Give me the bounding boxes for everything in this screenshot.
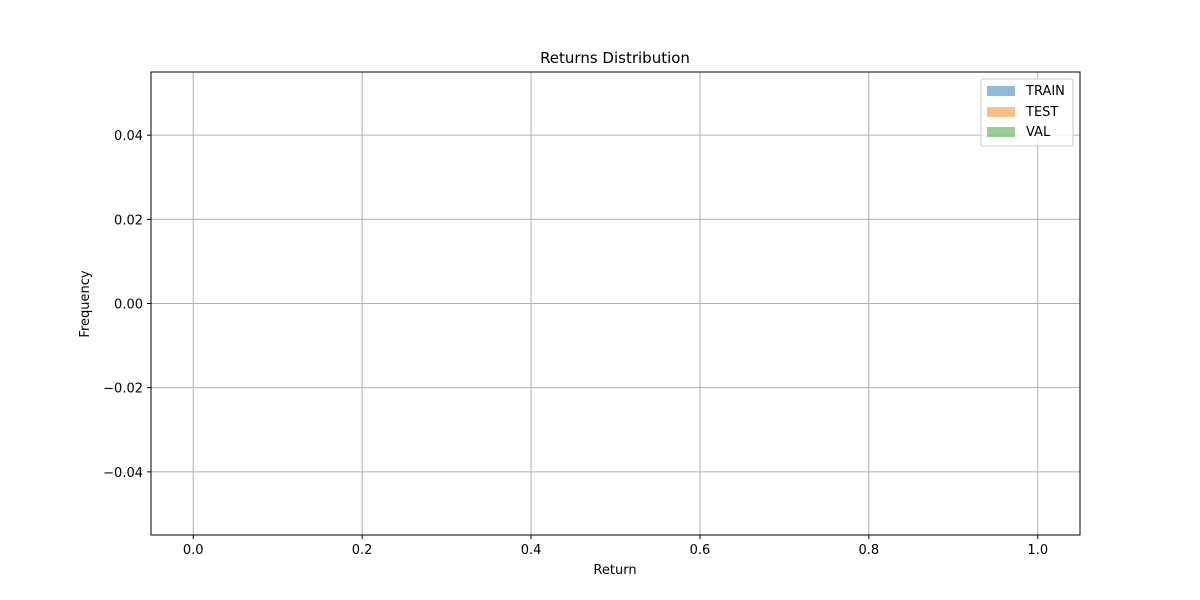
legend-swatch-val — [987, 127, 1015, 137]
chart-title: Returns Distribution — [540, 49, 690, 67]
y-tick-label: 0.00 — [114, 298, 143, 313]
y-tick-label: 0.02 — [114, 213, 143, 228]
grid-layer — [151, 72, 1080, 535]
legend: TRAIN TEST VAL — [980, 78, 1074, 147]
legend-swatch-test — [987, 107, 1015, 117]
x-tick-label: 0.6 — [690, 543, 711, 558]
x-axis-label: Return — [593, 563, 636, 578]
legend-label-val: VAL — [1026, 125, 1051, 140]
x-tick-label: 0.8 — [859, 543, 880, 558]
x-tick-label: 1.0 — [1027, 543, 1048, 558]
x-tick-label: 0.4 — [521, 543, 542, 558]
x-tick-label: 0.0 — [183, 543, 204, 558]
x-tick-label: 0.2 — [352, 543, 373, 558]
y-tick-label: −0.04 — [103, 466, 143, 481]
tick-layer: 0.0 0.2 0.4 0.6 0.8 1.0 −0.04 −0.02 0.00 0.02 0.04 — [103, 129, 1048, 558]
y-axis-label: Frequency — [78, 270, 93, 337]
legend-label-train: TRAIN — [1025, 84, 1065, 99]
y-tick-label: 0.04 — [114, 129, 143, 144]
y-tick-label: −0.02 — [103, 382, 143, 397]
legend-swatch-train — [987, 86, 1015, 96]
legend-label-test: TEST — [1025, 105, 1058, 120]
